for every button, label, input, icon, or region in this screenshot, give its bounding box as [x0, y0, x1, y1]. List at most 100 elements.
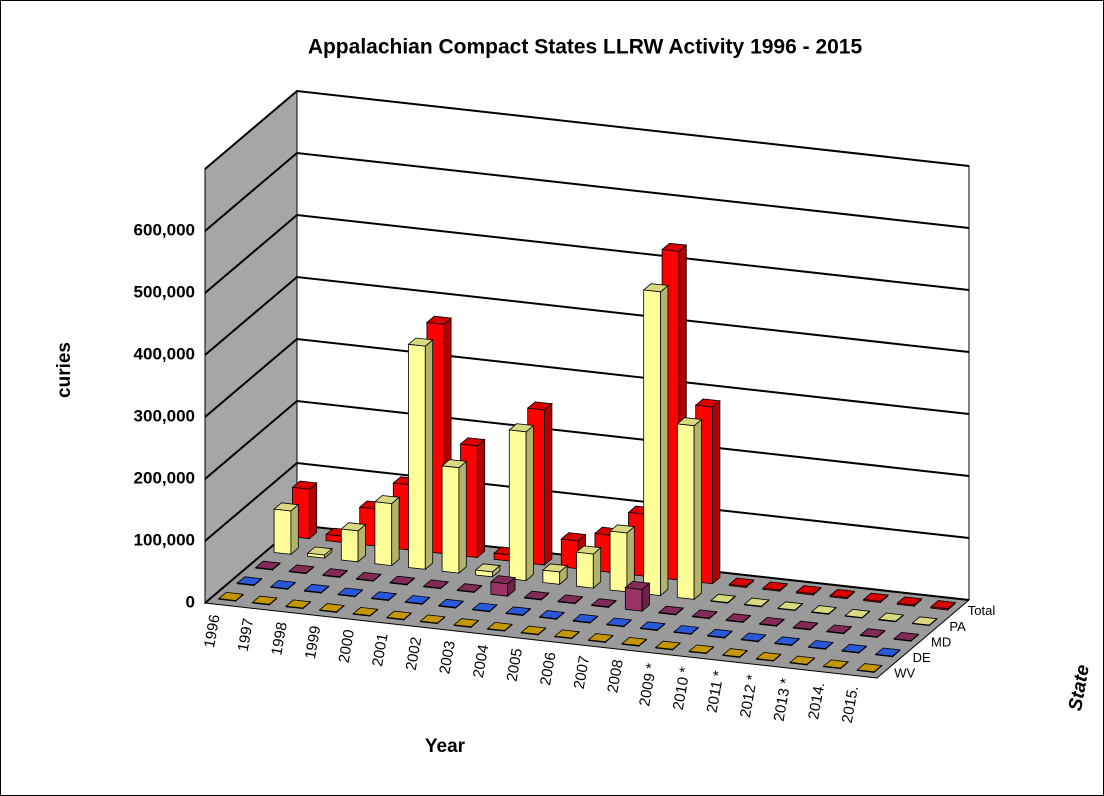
- bar: [560, 532, 587, 570]
- bar-top: [288, 564, 315, 574]
- bars: [217, 242, 957, 674]
- bar-top: [523, 590, 550, 600]
- bar-top: [318, 603, 345, 613]
- grid-line: [204, 151, 970, 232]
- bar: [557, 594, 584, 605]
- bar-top: [743, 597, 770, 607]
- bar: [755, 651, 782, 662]
- y-tick-label: 600,000: [134, 220, 195, 239]
- bar: [825, 624, 853, 635]
- bar-top: [269, 580, 297, 590]
- bar-top: [285, 599, 312, 609]
- bar: [508, 423, 535, 582]
- bar: [777, 601, 804, 612]
- x-tick-label: 2015.: [839, 685, 862, 725]
- bar-side: [476, 438, 486, 559]
- bar-top: [453, 618, 480, 628]
- bar: [352, 606, 379, 617]
- bar: [575, 545, 602, 589]
- bar: [810, 605, 837, 616]
- bar-top: [321, 568, 349, 578]
- bar: [321, 568, 349, 579]
- bar: [407, 337, 434, 571]
- bar-top: [761, 581, 789, 591]
- bar: [740, 632, 767, 643]
- bar-front: [441, 465, 460, 574]
- bar: [929, 600, 957, 611]
- x-tick-label: 2014.: [805, 681, 828, 721]
- bar-top: [370, 591, 397, 601]
- x-tick-label: 2000: [336, 628, 359, 664]
- bar: [691, 609, 718, 620]
- bar: [370, 591, 397, 602]
- series-label: DE: [913, 650, 931, 665]
- bar-top: [789, 655, 816, 665]
- bar-side: [592, 546, 602, 589]
- bar-front: [676, 423, 695, 600]
- y-tick-label: 300,000: [134, 406, 195, 425]
- grid-line: [204, 213, 970, 294]
- grid: [204, 89, 970, 604]
- bar: [758, 616, 785, 628]
- bar-top: [709, 593, 737, 603]
- bar: [706, 628, 733, 639]
- bar-top: [841, 643, 868, 653]
- bar-front: [576, 551, 594, 589]
- bar-top: [740, 632, 767, 642]
- bar-top: [404, 595, 431, 605]
- bar-top: [642, 283, 669, 293]
- bar: [456, 583, 483, 594]
- bar-top: [441, 459, 468, 469]
- bar-front: [508, 429, 527, 582]
- bar: [285, 599, 312, 610]
- bar-top: [694, 398, 721, 408]
- bar: [520, 625, 547, 636]
- bar-side: [544, 402, 553, 566]
- bar-top: [825, 624, 853, 634]
- bar-top: [829, 588, 856, 598]
- bar: [288, 564, 315, 575]
- x-tick-label: 2007: [571, 655, 594, 691]
- bar: [340, 522, 367, 563]
- bar-top: [877, 612, 905, 622]
- bar-top: [862, 592, 889, 602]
- bar: [841, 643, 868, 654]
- bar: [862, 592, 889, 604]
- bar: [389, 575, 416, 586]
- bar: [609, 524, 636, 593]
- bar-side: [424, 339, 434, 571]
- bar-front: [609, 530, 628, 593]
- bar-top: [911, 616, 938, 626]
- bar-front: [273, 508, 292, 555]
- bar-top: [541, 563, 569, 573]
- bar-top: [773, 636, 801, 646]
- bar: [856, 663, 883, 674]
- bar-top: [251, 595, 278, 605]
- bar-top: [303, 583, 330, 593]
- x-tick-label: 1997: [235, 617, 258, 653]
- bar: [673, 625, 700, 636]
- bar: [523, 590, 550, 601]
- grid-line: [204, 337, 970, 418]
- bar-top: [792, 620, 819, 630]
- bar: [441, 459, 468, 574]
- y-tick-label: 200,000: [134, 468, 195, 487]
- x-tick-label: 1998: [268, 621, 291, 657]
- bar: [807, 640, 834, 651]
- bar-side: [458, 460, 467, 574]
- bar: [877, 612, 905, 623]
- bar-side: [308, 482, 318, 540]
- bar: [725, 613, 752, 624]
- bar: [355, 571, 382, 583]
- bar-top: [337, 587, 364, 597]
- bar-top: [306, 546, 333, 556]
- bar-top: [474, 563, 501, 573]
- bar: [404, 595, 431, 606]
- grid-line: [204, 461, 970, 542]
- bar: [654, 640, 681, 651]
- bar: [291, 480, 318, 540]
- bar-top: [795, 585, 822, 595]
- bar-front: [542, 569, 561, 585]
- bar: [373, 495, 401, 567]
